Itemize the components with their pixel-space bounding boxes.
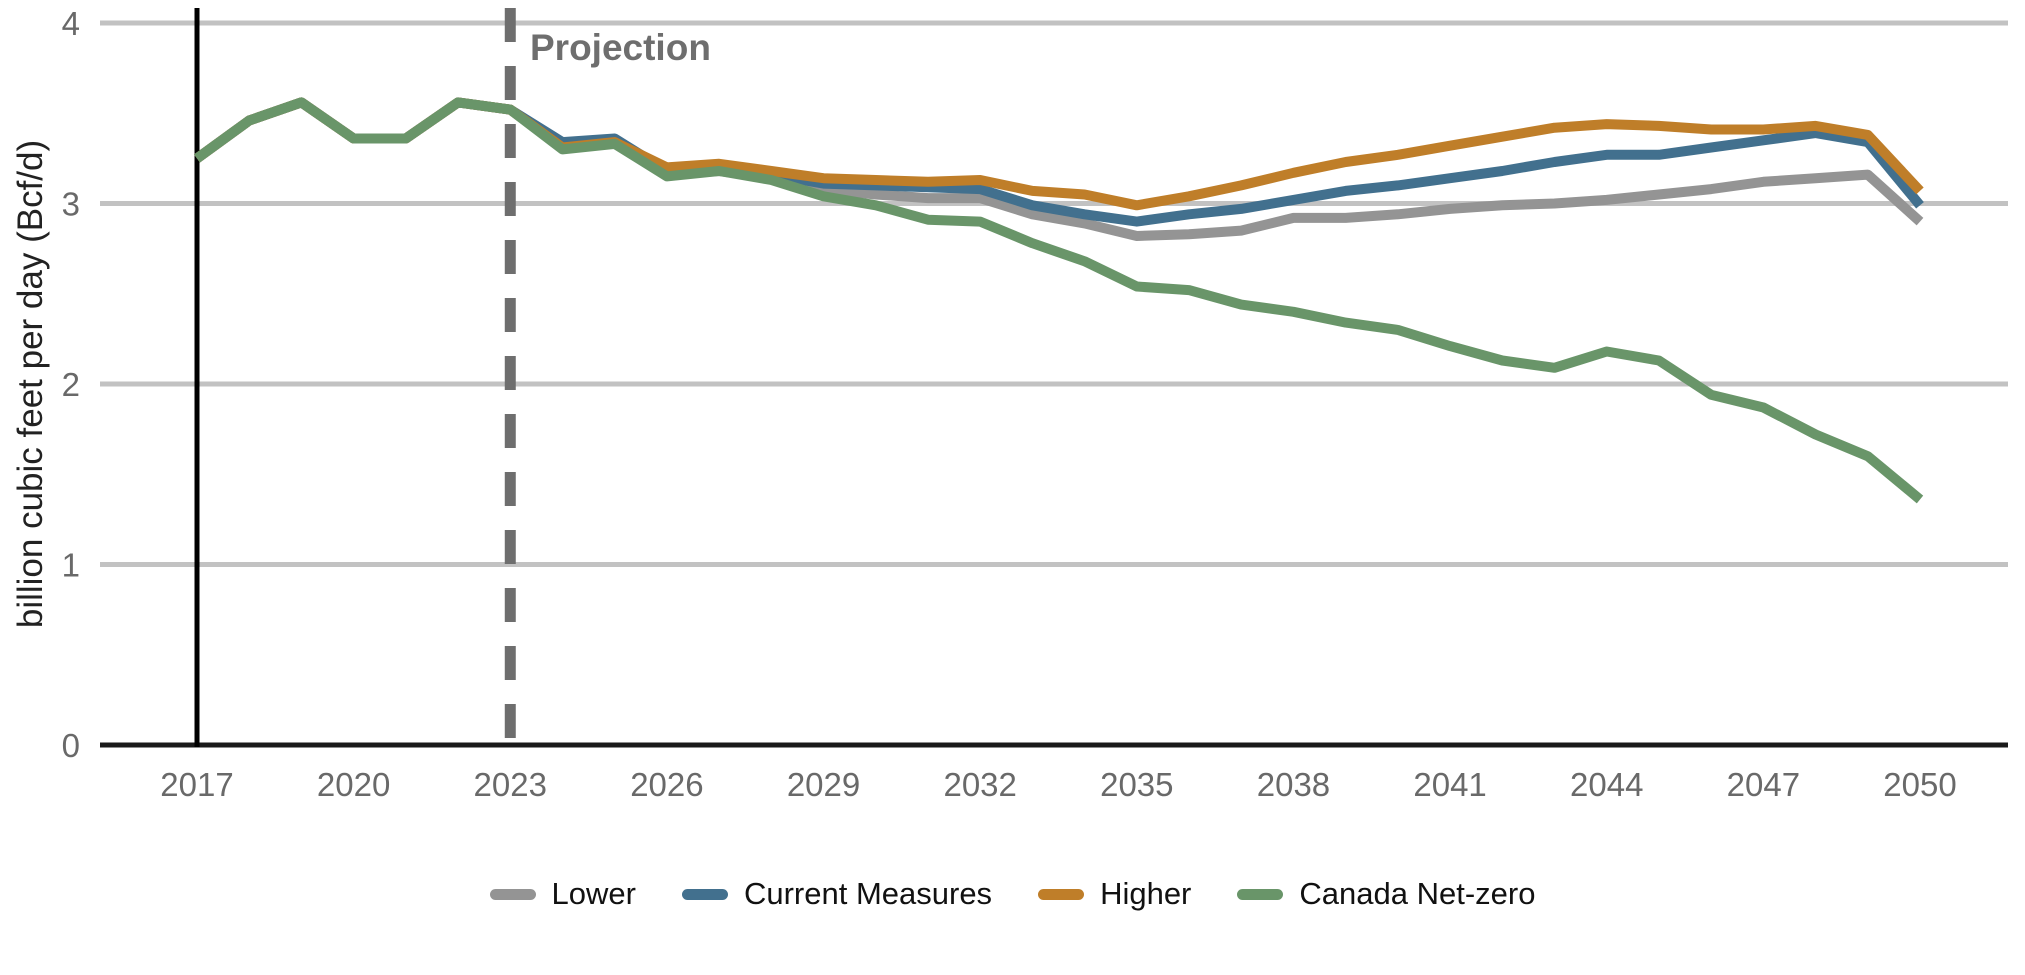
legend-item-canada-net-zero[interactable]: Canada Net-zero [1237, 876, 1535, 912]
y-tick-label: 2 [62, 366, 80, 403]
x-tick-label: 2035 [1100, 766, 1173, 803]
legend-label: Current Measures [743, 876, 993, 911]
x-tick-label: 2026 [630, 766, 703, 803]
legend-label: Canada Net-zero [1299, 876, 1536, 911]
legend: Lower Current Measures Higher Canada Net-ze… [0, 876, 2025, 912]
y-tick-label: 1 [62, 547, 80, 584]
x-tick-label: 2020 [317, 766, 390, 803]
legend-item-current-measures[interactable]: Current Measures [681, 876, 993, 912]
x-tick-label: 2023 [474, 766, 547, 803]
y-axis-title: billion cubic feet per day (Bcf/d) [11, 140, 50, 628]
x-tick-label: 2047 [1727, 766, 1800, 803]
x-tick-label: 2038 [1257, 766, 1330, 803]
series-lines [194, 97, 1924, 504]
legend-swatch-lower [489, 888, 536, 900]
series-line-canada-net-zero [194, 97, 1924, 504]
legend-swatch-current-measures [681, 888, 728, 900]
x-tick-label: 2050 [1883, 766, 1956, 803]
legend-swatch-canada-net-zero [1237, 888, 1284, 900]
x-tick-label: 2029 [787, 766, 860, 803]
x-tick-label: 2044 [1570, 766, 1643, 803]
x-tick-label: 2041 [1413, 766, 1486, 803]
axis-tick-labels: 0 1 2 3 4 2017 2020 2023 2026 2029 2032 2035 2038 204… [62, 5, 1957, 803]
y-tick-label: 0 [62, 727, 80, 764]
legend-item-higher[interactable]: Higher [1038, 876, 1191, 912]
y-tick-label: 4 [62, 5, 80, 42]
legend-item-lower[interactable]: Lower [489, 876, 636, 912]
annotation-lines [194, 8, 516, 752]
legend-label: Higher [1100, 876, 1192, 911]
legend-label: Lower [551, 876, 636, 911]
x-tick-label: 2032 [943, 766, 1016, 803]
x-tick-label: 2017 [160, 766, 233, 803]
legend-swatch-higher [1038, 888, 1085, 900]
projection-label: Projection [530, 27, 711, 68]
y-tick-label: 3 [62, 186, 80, 223]
gridlines [100, 20, 2008, 748]
